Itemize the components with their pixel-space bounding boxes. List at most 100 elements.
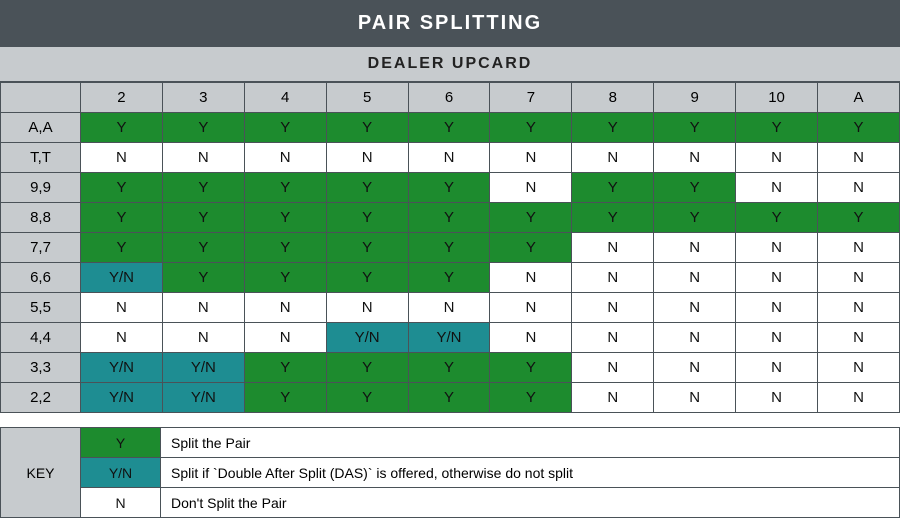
cell: N (736, 173, 818, 203)
cell: Y (490, 113, 572, 143)
cell: N (244, 293, 326, 323)
cell: N (490, 323, 572, 353)
cell: Y/N (408, 323, 490, 353)
table-body: A,AYYYYYYYYYYT,TNNNNNNNNNN9,9YYYYYNYYNN8… (1, 113, 900, 413)
cell: Y (326, 203, 408, 233)
column-header: 5 (326, 83, 408, 113)
cell: N (818, 383, 900, 413)
cell: N (490, 143, 572, 173)
key-description: Split if `Double After Split (DAS)` is o… (161, 458, 900, 488)
corner-cell (1, 83, 81, 113)
cell: N (736, 383, 818, 413)
cell: N (572, 353, 654, 383)
cell: Y (326, 383, 408, 413)
column-header: 3 (162, 83, 244, 113)
column-header: 6 (408, 83, 490, 113)
column-header: A (818, 83, 900, 113)
cell: Y (326, 233, 408, 263)
cell: N (654, 353, 736, 383)
cell: Y (81, 173, 163, 203)
key-description: Don't Split the Pair (161, 488, 900, 518)
cell: Y (408, 203, 490, 233)
cell: N (654, 293, 736, 323)
cell: N (326, 143, 408, 173)
cell: Y (81, 233, 163, 263)
cell: N (408, 293, 490, 323)
cell: N (490, 293, 572, 323)
key-row: KEYYSplit the Pair (1, 428, 900, 458)
cell: Y (408, 173, 490, 203)
cell: N (654, 383, 736, 413)
row-label: 8,8 (1, 203, 81, 233)
table-row: 5,5NNNNNNNNNN (1, 293, 900, 323)
table-row: 3,3Y/NY/NYYYYNNNN (1, 353, 900, 383)
cell: Y (408, 263, 490, 293)
cell: Y (408, 353, 490, 383)
cell: N (408, 143, 490, 173)
cell: Y (490, 383, 572, 413)
cell: N (572, 233, 654, 263)
cell: N (818, 353, 900, 383)
cell: Y (326, 353, 408, 383)
cell: N (736, 353, 818, 383)
cell: Y (490, 233, 572, 263)
cell: N (736, 233, 818, 263)
cell: Y (81, 203, 163, 233)
cell: Y (244, 263, 326, 293)
table-row: 8,8YYYYYYYYYY (1, 203, 900, 233)
cell: Y/N (81, 353, 163, 383)
cell: Y (572, 173, 654, 203)
key-swatch: N (81, 488, 161, 518)
cell: Y (490, 203, 572, 233)
table-row: 4,4NNNY/NY/NNNNNN (1, 323, 900, 353)
table-row: 6,6Y/NYYYYNNNNN (1, 263, 900, 293)
cell: N (244, 323, 326, 353)
cell: Y/N (162, 383, 244, 413)
cell: Y (736, 203, 818, 233)
cell: N (490, 263, 572, 293)
cell: Y/N (162, 353, 244, 383)
cell: Y (244, 383, 326, 413)
cell: N (572, 263, 654, 293)
cell: Y (326, 113, 408, 143)
column-header: 9 (654, 83, 736, 113)
key-label: KEY (1, 428, 81, 518)
cell: N (654, 233, 736, 263)
title-bar: PAIR SPLITTING (0, 0, 900, 47)
cell: Y/N (326, 323, 408, 353)
cell: N (81, 293, 163, 323)
row-label: 5,5 (1, 293, 81, 323)
cell: N (818, 173, 900, 203)
key-row: NDon't Split the Pair (1, 488, 900, 518)
cell: N (162, 323, 244, 353)
cell: N (654, 143, 736, 173)
cell: N (572, 323, 654, 353)
cell: N (162, 293, 244, 323)
cell: Y/N (81, 383, 163, 413)
cell: N (818, 143, 900, 173)
cell: Y (654, 203, 736, 233)
cell: Y (244, 203, 326, 233)
cell: Y (654, 173, 736, 203)
table-row: 7,7YYYYYYNNNN (1, 233, 900, 263)
cell: Y (408, 383, 490, 413)
cell: Y (162, 233, 244, 263)
row-label: T,T (1, 143, 81, 173)
cell: Y (736, 113, 818, 143)
pair-splitting-table: 2345678910A A,AYYYYYYYYYYT,TNNNNNNNNNN9,… (0, 82, 900, 413)
cell: N (162, 143, 244, 173)
cell: N (572, 143, 654, 173)
cell: N (81, 323, 163, 353)
column-header: 4 (244, 83, 326, 113)
cell: N (736, 293, 818, 323)
cell: N (490, 173, 572, 203)
cell: Y (244, 173, 326, 203)
cell: Y/N (81, 263, 163, 293)
cell: Y (162, 263, 244, 293)
cell: N (572, 293, 654, 323)
row-label: A,A (1, 113, 81, 143)
key-description: Split the Pair (161, 428, 900, 458)
cell: Y (162, 113, 244, 143)
cell: Y (326, 173, 408, 203)
dealer-upcard-header: DEALER UPCARD (0, 47, 900, 82)
